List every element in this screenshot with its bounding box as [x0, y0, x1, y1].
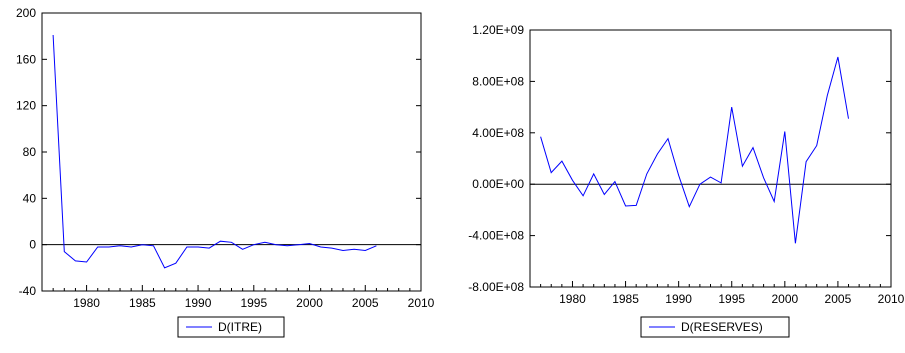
y-tick-label: 8.00E+08 — [472, 74, 524, 88]
x-tick-label: 1995 — [718, 292, 745, 306]
series-line — [52, 34, 377, 269]
legend-label: D(ITRE) — [218, 320, 262, 334]
x-tick-label: 1990 — [185, 296, 212, 310]
y-tick-label: 0 — [29, 238, 36, 252]
y-tick-label: -40 — [19, 284, 37, 298]
chart-itre: -40 0 40 80 120 160 200 1980 1985 1990 1995 2000 200… — [16, 6, 435, 338]
plot-frame — [41, 12, 422, 292]
chart-reserves: -8.00E+08 -4.00E+08 0.00E+00 4.00E+08 8.00E+… — [468, 23, 905, 338]
x-tick-label: 1980 — [73, 296, 100, 310]
y-tick-label: 1.20E+09 — [472, 23, 524, 37]
y-tick-label: -4.00E+08 — [468, 229, 524, 243]
x-tick-label: 2000 — [296, 296, 323, 310]
x-tick-label: 1985 — [612, 292, 639, 306]
x-tick-label: 1995 — [240, 296, 267, 310]
y-tick-label: 80 — [23, 145, 37, 159]
x-tick-label: 1985 — [129, 296, 156, 310]
x-tick-label: 2010 — [878, 292, 905, 306]
plot-frame — [529, 29, 892, 288]
x-tick-label: 1980 — [559, 292, 586, 306]
x-tick-label: 2005 — [352, 296, 379, 310]
legend-box — [640, 316, 790, 338]
legend-label: D(RESERVES) — [681, 320, 763, 334]
x-tick-label: 1990 — [665, 292, 692, 306]
y-tick-label: 4.00E+08 — [472, 126, 524, 140]
y-tick-label: 200 — [16, 6, 36, 20]
x-tick-label: 2005 — [825, 292, 852, 306]
x-tick-label: 2000 — [771, 292, 798, 306]
y-tick-label: 40 — [23, 191, 37, 205]
x-tick-label: 2010 — [408, 296, 435, 310]
y-tick-label: 120 — [16, 99, 36, 113]
y-tick-label: -8.00E+08 — [468, 280, 524, 294]
y-tick-label: 160 — [16, 52, 36, 66]
series-line — [540, 56, 849, 244]
y-tick-label: 0.00E+00 — [472, 177, 524, 191]
legend-box — [177, 316, 285, 338]
